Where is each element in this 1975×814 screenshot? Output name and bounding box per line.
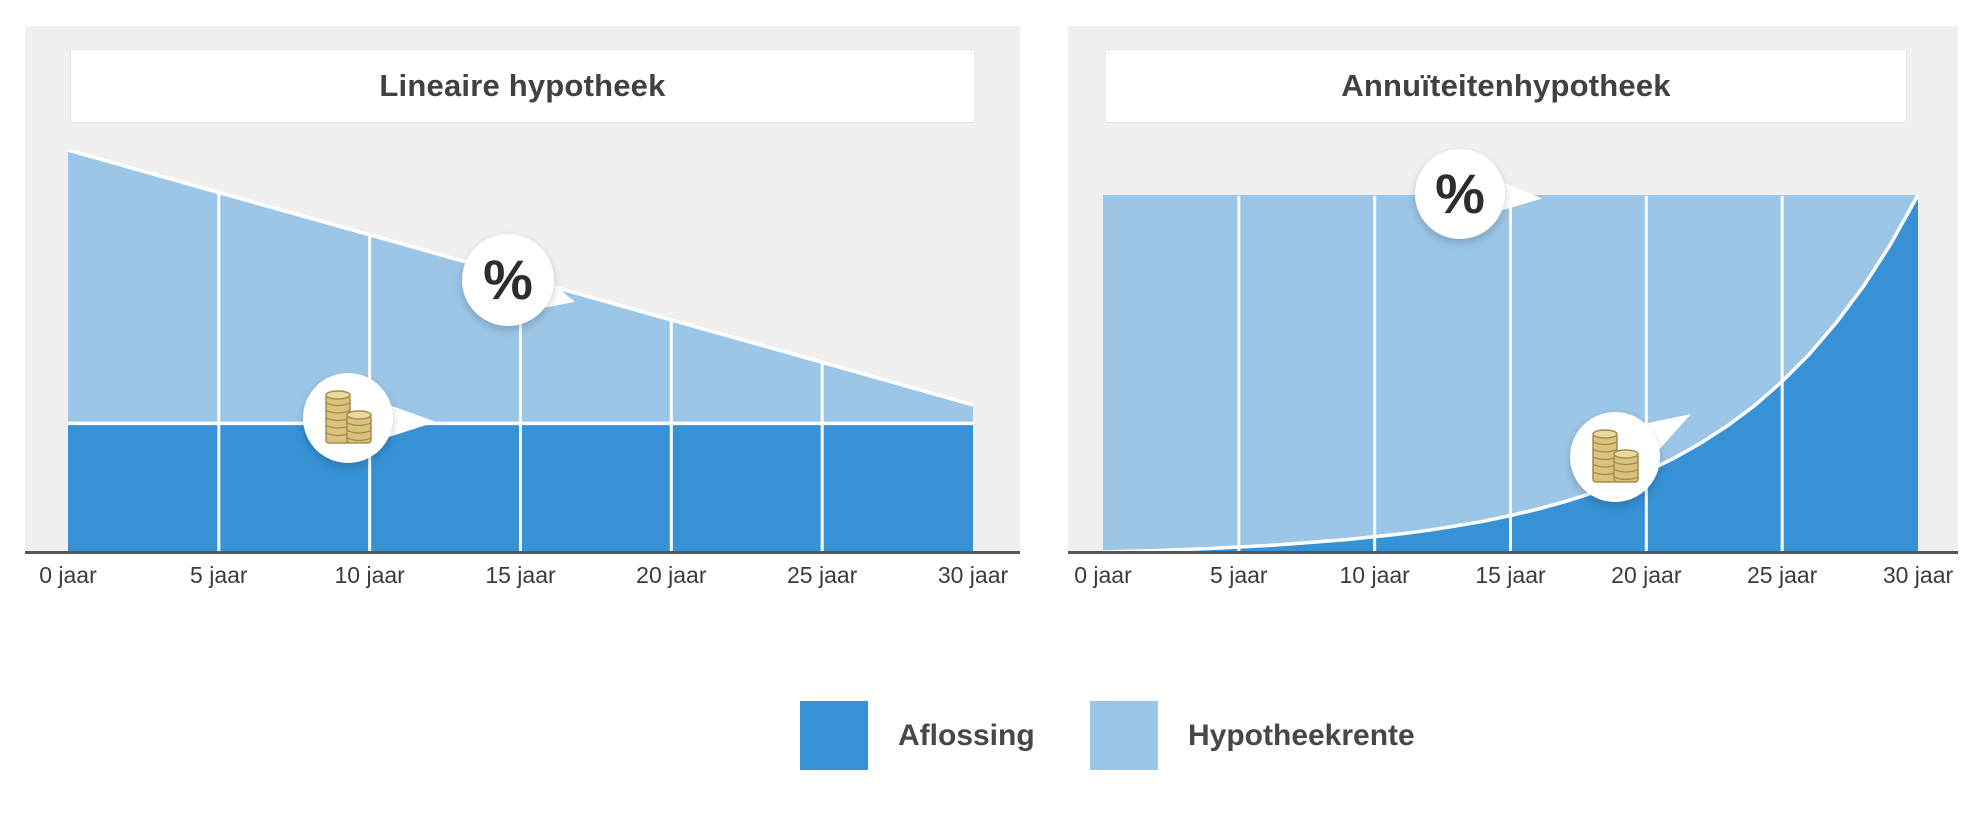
area-plot-lineair: [68, 150, 973, 552]
coins-callout-bubble: [303, 373, 393, 463]
axis-tick-label: 10 jaar: [334, 562, 405, 588]
coins-stack-icon: [1592, 429, 1639, 483]
x-axis-labels-lineair: 0 jaar 5 jaar 10 jaar 15 jaar 20 jaar 25 jaar…: [39, 562, 1008, 594]
chart-title-bar: Lineaire hypotheek: [70, 49, 975, 123]
axis-tick-label: 20 jaar: [1611, 562, 1682, 588]
chart-panel-lineair: Lineaire hypotheek: [25, 26, 1020, 554]
chart-panel-annuiteit: Annuïteitenhypotheek: [1068, 26, 1958, 554]
legend-label-aflossing: Aflossing: [898, 718, 1035, 752]
area-plot-annuiteit: [1103, 195, 1918, 552]
chart-title: Lineaire hypotheek: [379, 68, 666, 103]
aflossing-boundary-line: [1103, 195, 1918, 552]
legend-swatch-aflossing: [800, 701, 868, 770]
legend: Aflossing Hypotheekrente: [0, 701, 1975, 771]
percent-icon: %: [483, 248, 533, 311]
x-axis-line: [25, 551, 1020, 554]
coins-callout-bubble: [1570, 412, 1660, 502]
axis-tick-label: 5 jaar: [1210, 562, 1268, 588]
percent-icon: %: [1435, 162, 1485, 225]
axis-tick-label: 5 jaar: [190, 562, 248, 588]
axis-tick-label: 15 jaar: [485, 562, 556, 588]
x-axis-labels-annuiteit: 0 jaar 5 jaar 10 jaar 15 jaar 20 jaar 25 jaar…: [1074, 562, 1953, 594]
percent-callout-bubble: %: [462, 234, 554, 326]
legend-swatch-hypotheekrente: [1090, 701, 1158, 770]
axis-tick-label: 20 jaar: [636, 562, 707, 588]
axis-tick-label: 0 jaar: [39, 562, 97, 588]
axis-tick-label: 30 jaar: [937, 562, 1009, 588]
chart-title: Annuïteitenhypotheek: [1341, 68, 1671, 103]
aflossing-area: [1103, 195, 1918, 552]
axis-tick-label: 0 jaar: [1074, 562, 1132, 588]
axis-tick-label: 15 jaar: [1475, 562, 1546, 588]
axis-tick-label: 30 jaar: [1882, 562, 1954, 588]
callout-pointer: [385, 404, 437, 439]
coins-stack-icon: [325, 390, 372, 444]
x-axis-line: [1068, 551, 1958, 554]
percent-callout-bubble: %: [1415, 149, 1505, 239]
axis-tick-label: 10 jaar: [1339, 562, 1410, 588]
axis-tick-label: 25 jaar: [786, 562, 858, 588]
legend-label-hypotheekrente: Hypotheekrente: [1188, 718, 1415, 752]
axis-tick-label: 25 jaar: [1746, 562, 1818, 588]
chart-title-bar: Annuïteitenhypotheek: [1105, 49, 1907, 123]
